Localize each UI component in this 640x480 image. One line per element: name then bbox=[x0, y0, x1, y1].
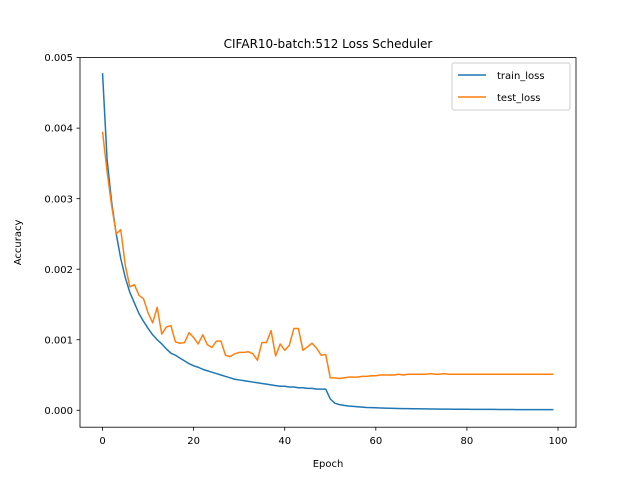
plot-area bbox=[80, 57, 576, 428]
plot-frame bbox=[79, 57, 577, 428]
y-tick-label: 0.002 bbox=[44, 265, 73, 276]
y-axis-label: Accuracy bbox=[13, 219, 24, 265]
series-group bbox=[101, 73, 554, 411]
legend-label-train-loss: train_loss bbox=[497, 71, 545, 82]
y-tick-label: 0.004 bbox=[44, 124, 73, 135]
x-axis-label: Epoch bbox=[313, 459, 344, 470]
series-line-test-loss bbox=[101, 131, 554, 380]
y-tick-label: 0.003 bbox=[44, 194, 73, 205]
y-tick-label: 0.001 bbox=[44, 335, 73, 346]
x-axis-ticks: 0 20 40 60 80 100 bbox=[99, 427, 568, 447]
legend: train_loss test_loss bbox=[451, 62, 571, 111]
y-axis-ticks: 0.000 0.001 0.002 0.003 0.004 0.005 bbox=[44, 53, 80, 417]
x-tick-label: 20 bbox=[187, 436, 200, 447]
series-line-train-loss bbox=[101, 73, 554, 411]
x-tick-label: 100 bbox=[548, 436, 567, 447]
x-tick-label: 40 bbox=[278, 436, 291, 447]
y-tick-label: 0.005 bbox=[44, 53, 73, 64]
x-tick-label: 60 bbox=[369, 436, 382, 447]
plot-background bbox=[80, 57, 576, 428]
y-tick-label: 0.000 bbox=[44, 406, 73, 417]
x-tick-label: 80 bbox=[461, 436, 474, 447]
chart-title: CIFAR10-batch:512 Loss Scheduler bbox=[224, 37, 433, 51]
legend-label-test-loss: test_loss bbox=[497, 93, 541, 104]
x-tick-label: 0 bbox=[99, 436, 105, 447]
